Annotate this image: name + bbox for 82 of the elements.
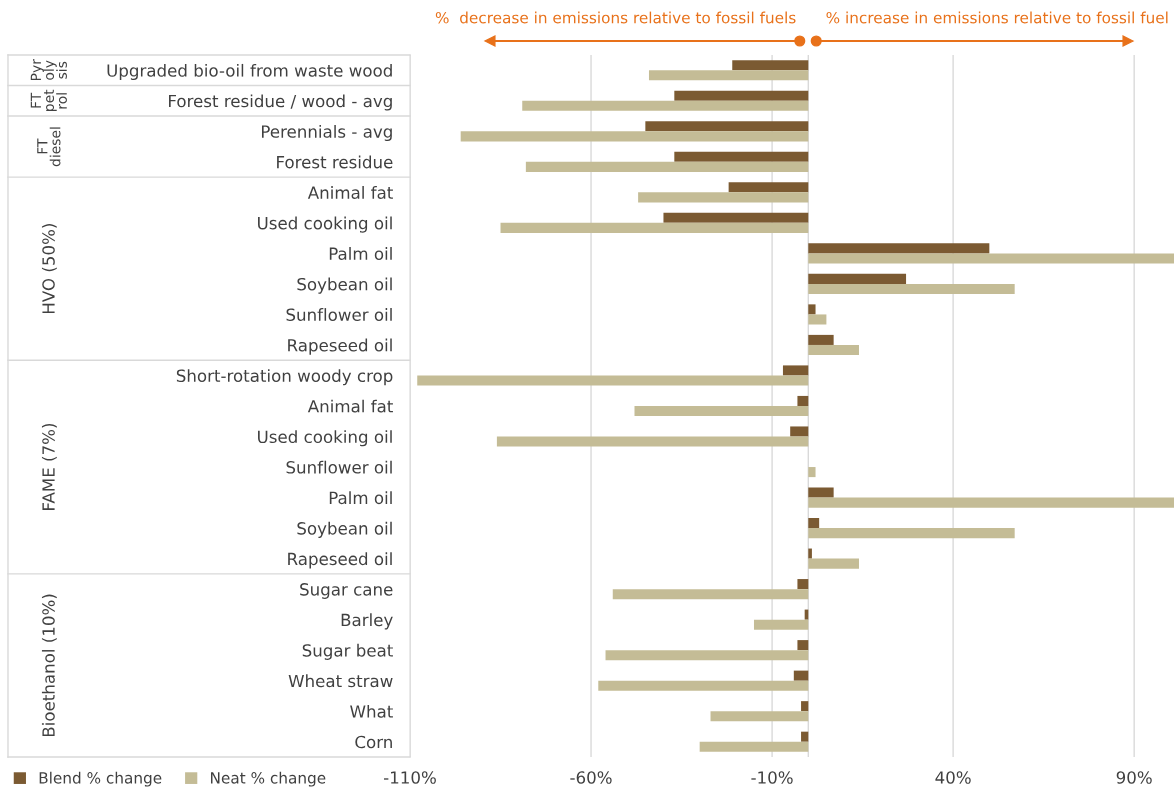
text: FT pet rol [30,89,67,111]
legend-label: Neat % change [211,771,326,787]
bar [612,589,809,600]
y-tick-label: Soybean oil [297,277,392,294]
y-tick-label: Upgraded bio-oil from waste wood [107,63,392,81]
bar [634,406,809,417]
y-tick-label: Corn [355,735,392,749]
y-tick-label: Animal fat [307,186,393,199]
text: % decrease in emissions relative to fossil fuels [435,11,796,24]
bar [797,395,809,406]
bar [638,192,809,203]
y-tick-label: Used cooking oil [258,216,392,233]
bar [808,304,816,315]
bar [797,579,809,590]
bar [808,528,1015,539]
y-tick-label: Sugar beat [302,643,393,660]
text: FAME (7%) [41,423,57,510]
bar [496,436,809,447]
bar [808,314,827,325]
text: FT diesel [37,127,61,167]
bar [808,467,816,478]
bar [808,344,859,356]
y-tick-label: Forest residue / wood - avg [169,94,392,111]
text: % increase in emissions relative to fossil fuel [826,11,1168,24]
bar [808,253,1174,264]
y-tick-label: Barley [341,613,393,630]
y-tick-label: Palm oil [329,491,392,505]
bar [801,731,809,742]
bar [808,243,990,254]
y-tick-label: Palm oil [329,247,392,260]
bar [598,680,809,691]
bar [460,131,809,142]
y-tick-label: Wheat straw [288,674,393,688]
bar [674,90,809,101]
y-tick-label: Animal fat [307,399,393,413]
bar [732,60,809,71]
x-tick-label: 40% [935,771,971,784]
bar [417,375,809,386]
text: HVO (50%) [41,224,57,314]
bar [808,487,834,498]
bar [674,151,809,162]
y-tick-label: Short-rotation woody crop [176,369,393,386]
x-tick-label: 90% [1116,771,1152,784]
bar [525,161,809,172]
bar [808,518,820,529]
x-tick-label: -10% [751,771,793,784]
bar [808,273,907,284]
y-tick-label: What [350,704,393,718]
bar [797,640,809,651]
text: Bioethanol (10%) [41,594,57,737]
y-tick-label: Rapeseed oil [288,552,392,569]
bar [808,558,859,569]
bar [808,283,1015,294]
y-tick-label: Sugar cane [300,583,393,599]
bar [710,711,809,722]
text: Pyr oly sis [30,59,67,81]
y-tick-label: Soybean oil [297,521,392,538]
bar [782,365,809,376]
bar [648,70,809,81]
x-tick-label: -110% [383,771,436,784]
y-tick-label: Forest residue [277,155,393,169]
bar [808,497,1174,508]
bar [605,650,809,661]
bar [808,334,834,345]
y-tick-label: Perennials - avg [261,124,392,142]
bar [753,619,809,630]
bar [801,701,809,712]
legend-label: Blend % change [39,771,162,787]
y-tick-label: Rapeseed oil [288,338,392,355]
y-tick-label: Sunflower oil [286,308,392,321]
bar [663,212,809,223]
bar [645,121,809,132]
bar [522,100,809,111]
bar [699,741,809,752]
bar [728,182,809,193]
bar [500,222,809,233]
bar [790,426,809,437]
bar [808,548,812,559]
y-tick-label: Used cooking oil [258,430,392,447]
y-tick-label: Sunflower oil [286,460,392,474]
bar [793,670,809,681]
x-tick-label: -60% [570,771,612,784]
